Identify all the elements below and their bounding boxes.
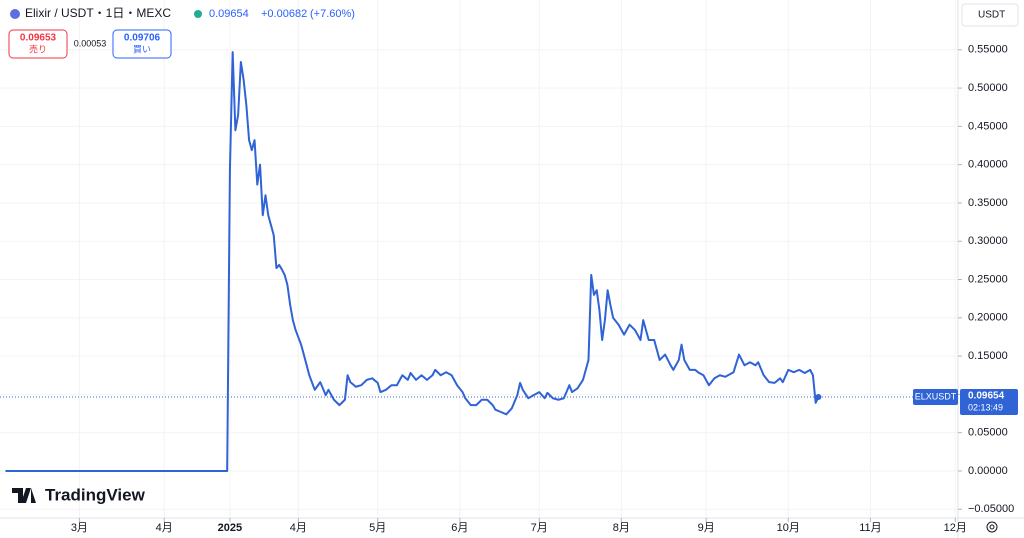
spread: 0.00053 — [74, 38, 107, 48]
sell-price: 0.09653 — [20, 33, 57, 44]
y-tick-label: 0.00000 — [968, 465, 1008, 477]
x-tick-label: 12月 — [944, 522, 967, 534]
y-tick-label: 0.15000 — [968, 350, 1008, 362]
x-tick-label: 7月 — [531, 522, 548, 534]
status-dot — [194, 10, 202, 18]
plot — [5, 51, 822, 472]
logo-text: TradingView — [45, 485, 146, 504]
y-tick-label: 0.45000 — [968, 120, 1008, 132]
symbol-tag-bg — [913, 389, 958, 406]
header-price: 0.09654 — [209, 8, 249, 20]
y-tick-label: 0.40000 — [968, 159, 1008, 171]
x-tick-label: 5月 — [369, 522, 386, 534]
x-tick-label: 4月 — [290, 522, 307, 534]
logo-icon — [12, 488, 36, 503]
symbol-icon — [10, 9, 20, 19]
currency-label: USDT — [978, 10, 1005, 21]
settings-icon-center — [989, 524, 995, 530]
y-tick-label: 0.35000 — [968, 197, 1008, 209]
buy-price: 0.09706 — [124, 33, 161, 44]
grid — [0, 0, 958, 518]
y-tick-label: 0.55000 — [968, 44, 1008, 56]
y-tick-label: 0.25000 — [968, 273, 1008, 285]
x-tick-label: 6月 — [451, 522, 468, 534]
header-change-pct: (+7.60%) — [310, 8, 355, 20]
header-change: +0.00682 — [261, 8, 307, 20]
buy-label: 買い — [133, 44, 151, 54]
currency-button[interactable] — [961, 3, 1019, 27]
price-tag-bg — [960, 389, 1018, 416]
y-tick-label: 0.05000 — [968, 427, 1008, 439]
x-tick-label: 9月 — [698, 522, 715, 534]
sell-label: 売り — [29, 43, 47, 54]
buy-button[interactable] — [112, 29, 172, 59]
symbol[interactable]: Elixir / USDT・1日・MEXC — [25, 6, 171, 20]
y-tick-label: −0.05000 — [968, 503, 1014, 515]
settings-icon[interactable] — [986, 521, 998, 533]
x-tick-label: 11月 — [859, 522, 881, 534]
x-tick-label: 10月 — [777, 522, 800, 534]
price-tag: 0.09654 — [968, 391, 1005, 402]
y-tick-label: 0.30000 — [968, 235, 1008, 247]
y-tick-label: 0.50000 — [968, 82, 1008, 94]
x-tick-label: 3月 — [71, 522, 88, 534]
y-tick-label: 0.20000 — [968, 312, 1008, 324]
x-tick-label: 2025 — [218, 522, 242, 534]
x-tick-label: 4月 — [156, 522, 173, 534]
symbol-tag: ELXUSDT — [915, 391, 957, 401]
sell-button[interactable] — [8, 29, 68, 59]
last-point — [815, 394, 822, 401]
x-tick-label: 8月 — [613, 522, 630, 534]
countdown: 02:13:49 — [968, 402, 1003, 412]
price-line — [5, 51, 820, 472]
